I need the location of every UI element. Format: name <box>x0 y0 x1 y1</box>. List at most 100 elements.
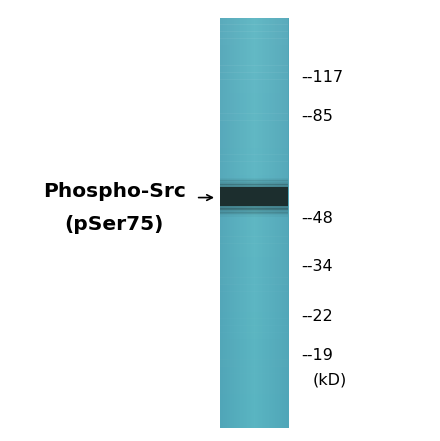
Bar <box>263 18 264 428</box>
Bar <box>247 18 249 428</box>
Bar <box>220 209 288 211</box>
Bar <box>220 211 288 213</box>
Bar <box>242 18 243 428</box>
Bar <box>220 250 288 257</box>
Bar <box>252 18 253 428</box>
Bar <box>253 18 254 428</box>
Bar <box>220 223 288 230</box>
Bar <box>273 18 274 428</box>
Bar <box>220 38 288 45</box>
Text: --85: --85 <box>301 109 333 124</box>
Bar <box>220 346 288 353</box>
Bar <box>220 182 288 183</box>
Bar <box>220 52 288 59</box>
Bar <box>220 187 288 206</box>
Bar <box>220 134 288 141</box>
Bar <box>220 373 288 380</box>
Bar <box>220 216 288 223</box>
Bar <box>261 18 262 428</box>
Bar <box>240 18 241 428</box>
Bar <box>277 18 279 428</box>
Bar <box>220 179 288 181</box>
Bar <box>220 100 288 107</box>
Bar <box>220 366 288 374</box>
Bar <box>220 182 288 189</box>
Bar <box>257 18 259 428</box>
Bar <box>222 18 223 428</box>
Bar <box>220 206 288 207</box>
Bar <box>233 18 234 428</box>
Bar <box>220 195 288 202</box>
Bar <box>253 18 254 428</box>
Bar <box>230 18 231 428</box>
Bar <box>220 189 288 196</box>
Bar <box>220 154 288 161</box>
Bar <box>248 18 249 428</box>
Bar <box>280 18 281 428</box>
Bar <box>278 18 279 428</box>
Bar <box>235 18 236 428</box>
Bar <box>220 229 288 237</box>
Bar <box>265 18 267 428</box>
Bar <box>220 127 288 134</box>
Bar <box>220 212 288 214</box>
Bar <box>220 86 288 93</box>
Bar <box>220 264 288 271</box>
Bar <box>220 400 288 407</box>
Bar <box>241 18 242 428</box>
Bar <box>220 311 288 319</box>
Bar <box>220 168 288 175</box>
Bar <box>283 18 284 428</box>
Bar <box>257 18 258 428</box>
Bar <box>244 18 245 428</box>
Bar <box>220 79 288 86</box>
Bar <box>246 18 248 428</box>
Bar <box>245 18 246 428</box>
Bar <box>236 18 238 428</box>
Bar <box>256 18 257 428</box>
Bar <box>224 18 226 428</box>
Bar <box>232 18 233 428</box>
Bar <box>284 18 285 428</box>
Bar <box>220 106 288 114</box>
Bar <box>220 59 288 66</box>
Text: Phospho-Src: Phospho-Src <box>43 182 186 202</box>
Bar <box>227 18 229 428</box>
Bar <box>223 18 224 428</box>
Bar <box>227 18 228 428</box>
Bar <box>220 339 288 346</box>
Bar <box>220 93 288 100</box>
Bar <box>243 18 244 428</box>
Bar <box>254 18 255 428</box>
Text: (pSer75): (pSer75) <box>65 215 164 235</box>
Bar <box>220 380 288 387</box>
Bar <box>220 215 288 217</box>
Bar <box>229 18 231 428</box>
Text: --48: --48 <box>301 211 333 226</box>
Bar <box>268 18 269 428</box>
Bar <box>262 18 263 428</box>
Bar <box>220 141 288 148</box>
Bar <box>275 18 276 428</box>
Bar <box>225 18 227 428</box>
Bar <box>220 202 288 209</box>
Bar <box>220 270 288 278</box>
Bar <box>220 318 288 325</box>
Bar <box>221 18 222 428</box>
Bar <box>264 18 266 428</box>
Bar <box>226 18 227 428</box>
Bar <box>220 161 288 168</box>
Bar <box>220 65 288 73</box>
Bar <box>251 18 252 428</box>
Bar <box>279 18 280 428</box>
Bar <box>220 359 288 367</box>
Bar <box>274 18 275 428</box>
Bar <box>287 18 289 428</box>
Bar <box>220 421 288 428</box>
Text: --117: --117 <box>301 70 344 85</box>
Bar <box>220 186 288 187</box>
Bar <box>285 18 286 428</box>
Bar <box>220 414 288 421</box>
Bar <box>220 175 288 182</box>
Bar <box>237 18 238 428</box>
